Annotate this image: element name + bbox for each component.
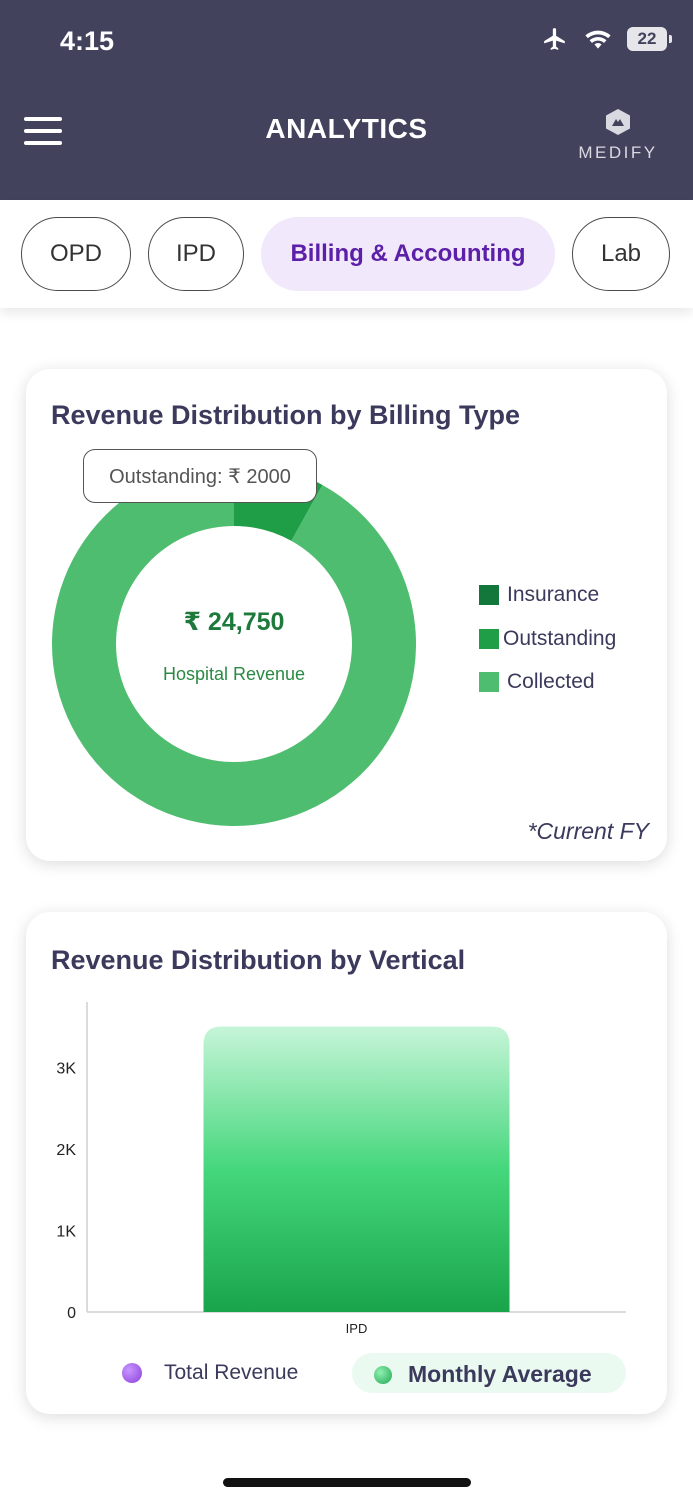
donut-center-label: Hospital Revenue bbox=[162, 664, 306, 684]
legend-label-insurance: Insurance bbox=[507, 583, 600, 606]
billing-type-card-title: Revenue Distribution by Billing Type bbox=[51, 400, 521, 430]
billing-type-card: Revenue Distribution by Billing Type ₹ 2… bbox=[26, 369, 667, 861]
hamburger-menu-icon[interactable] bbox=[24, 117, 64, 147]
legend-dot-monthly-average bbox=[374, 1365, 392, 1384]
fiscal-year-note: *Current FY bbox=[527, 818, 649, 844]
legend-insurance[interactable]: Insurance bbox=[479, 583, 599, 607]
legend-swatch-collected bbox=[479, 672, 499, 692]
bar-chart: 0 1K 2K 3K IPD bbox=[56, 1002, 626, 1336]
donut-center-value: ₹ 24,750 bbox=[183, 608, 285, 636]
y-tick-label: 1K bbox=[56, 1223, 76, 1240]
legend-label-collected: Collected bbox=[507, 670, 595, 693]
page-title: ANALYTICS bbox=[265, 113, 428, 144]
logo-mark-icon bbox=[606, 109, 630, 135]
legend-monthly-average[interactable]: Monthly Average bbox=[374, 1361, 592, 1388]
category-tabs: OPD IPD Billing & Accounting Lab bbox=[0, 200, 693, 308]
donut-slice-collected[interactable] bbox=[52, 462, 416, 826]
bar-ipd[interactable] bbox=[203, 1026, 510, 1312]
y-tick-label: 3K bbox=[56, 1060, 76, 1077]
legend-outstanding[interactable]: Outstanding bbox=[479, 627, 616, 651]
tab-opd[interactable]: OPD bbox=[21, 217, 131, 291]
tab-lab[interactable]: Lab bbox=[572, 217, 670, 291]
battery-icon: 22 bbox=[627, 27, 672, 51]
chart-tooltip: Outstanding: ₹ 2000 bbox=[83, 449, 317, 503]
app-header: 4:15 22 ANALYTICS MEDIFY bbox=[0, 0, 693, 200]
medify-logo: MEDIFY bbox=[570, 108, 666, 163]
legend-label-monthly-average: Monthly Average bbox=[408, 1361, 592, 1387]
vertical-revenue-card: Revenue Distribution by Vertical 0 1K 2K 3K… bbox=[26, 912, 667, 1414]
tab-ipd[interactable]: IPD bbox=[148, 217, 244, 291]
x-tick-label: IPD bbox=[346, 1321, 368, 1336]
status-time: 4:15 bbox=[60, 26, 115, 56]
y-tick-label: 2K bbox=[56, 1142, 76, 1159]
legend-collected[interactable]: Collected bbox=[479, 670, 595, 694]
legend-label-total-revenue: Total Revenue bbox=[164, 1361, 299, 1384]
donut-chart bbox=[52, 462, 416, 826]
tab-billing-accounting[interactable]: Billing & Accounting bbox=[261, 217, 555, 291]
legend-dot-total-revenue bbox=[122, 1363, 142, 1383]
home-indicator bbox=[223, 1478, 471, 1487]
legend-label-outstanding: Outstanding bbox=[503, 627, 617, 650]
legend-swatch-outstanding bbox=[479, 629, 499, 649]
status-icons: 22 bbox=[541, 26, 672, 52]
logo-text: MEDIFY bbox=[578, 143, 658, 162]
legend-monthly-average-pill[interactable] bbox=[352, 1353, 626, 1393]
legend-total-revenue[interactable]: Total Revenue bbox=[122, 1361, 298, 1385]
battery-level: 22 bbox=[637, 29, 657, 48]
airplane-icon bbox=[544, 28, 565, 50]
y-tick-label: 0 bbox=[67, 1305, 76, 1322]
legend-swatch-insurance bbox=[479, 585, 499, 605]
wifi-icon bbox=[585, 30, 611, 49]
vertical-revenue-card-title: Revenue Distribution by Vertical bbox=[51, 945, 466, 975]
